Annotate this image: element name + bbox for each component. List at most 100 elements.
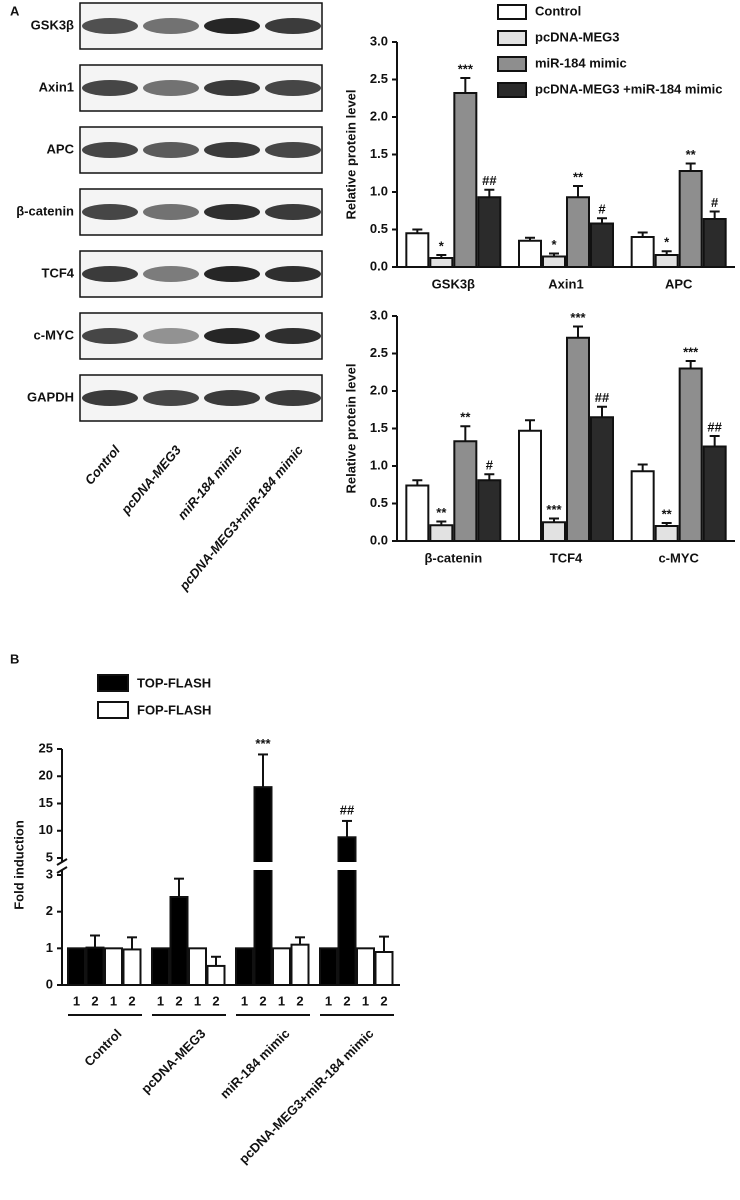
bar: [566, 196, 590, 268]
significance-label: *: [551, 237, 557, 252]
y-tick-label: 1: [46, 940, 53, 955]
bar: [678, 170, 703, 268]
y-tick-label: 3.0: [370, 33, 388, 48]
legend-swatch: [497, 4, 527, 20]
blot-band: [143, 266, 199, 282]
blot-row-label: GSK3β: [31, 17, 74, 32]
bar: [67, 947, 86, 986]
sub-tick-label: 1: [157, 993, 164, 1008]
x-tick-label: c-MYC: [658, 550, 699, 565]
blot-band: [143, 390, 199, 406]
y-tick-label: 2.0: [370, 382, 388, 397]
y-tick-label: 1.0: [370, 183, 388, 198]
y-tick-label: 0: [46, 976, 53, 991]
legend-swatch: [97, 701, 129, 719]
sub-tick-label: 2: [343, 993, 350, 1008]
panel-label: A: [10, 3, 20, 18]
x-tick-label: pcDNA-MEG3: [138, 1026, 208, 1096]
y-tick-label: 2: [46, 903, 53, 918]
blot-band: [265, 390, 321, 406]
bar: [429, 257, 454, 268]
blot-band: [143, 80, 199, 96]
bar: [206, 964, 226, 987]
blot-band: [82, 328, 138, 344]
significance-label: **: [662, 506, 673, 521]
y-tick-label: 2.5: [370, 71, 388, 86]
bar: [356, 947, 375, 986]
legend-swatch: [97, 674, 129, 692]
blot-band: [265, 18, 321, 34]
blot-band: [265, 142, 321, 158]
y-tick-label: 0.5: [370, 221, 388, 236]
significance-label: ***: [255, 736, 271, 751]
significance-label: ***: [683, 344, 699, 359]
significance-label: #: [598, 202, 606, 217]
blot-band: [204, 18, 260, 34]
y-tick-label: 25: [39, 740, 53, 755]
significance-label: ***: [570, 310, 586, 325]
blot-band: [265, 80, 321, 96]
blot-band: [143, 204, 199, 220]
axis-break-gap: [54, 862, 394, 870]
blot-band: [204, 204, 260, 220]
legend-swatch: [497, 30, 527, 46]
blot-row-label: APC: [47, 141, 75, 156]
bar: [630, 236, 655, 268]
legend-swatch: [497, 82, 527, 98]
bar: [477, 479, 502, 542]
y-tick-label: 0.0: [370, 532, 388, 547]
bar: [654, 525, 679, 542]
blot-band: [82, 204, 138, 220]
bar: [405, 232, 430, 268]
x-tick-label: Axin1: [548, 276, 583, 291]
bar: [151, 947, 170, 986]
significance-label: ##: [340, 802, 355, 817]
y-tick-label: 3: [46, 866, 53, 881]
y-tick-label: 2.5: [370, 345, 388, 360]
blot-row-label: TCF4: [42, 265, 75, 280]
y-axis-label: Relative protein level: [343, 363, 358, 493]
bar: [702, 445, 727, 542]
blot-band: [82, 18, 138, 34]
bar: [453, 440, 478, 542]
y-tick-label: 10: [39, 822, 53, 837]
blot-band: [204, 266, 260, 282]
bar: [290, 943, 310, 987]
bar: [319, 947, 338, 986]
x-tick-label: GSK3β: [432, 276, 475, 291]
blot-lane-label: pcDNA-MEG3+miR-184 mimic: [176, 442, 307, 594]
legend-label: Control: [535, 3, 581, 18]
sub-tick-label: 1: [241, 993, 248, 1008]
bar: [188, 947, 207, 986]
panel-label: B: [10, 651, 19, 666]
x-tick-label: APC: [665, 276, 693, 291]
blot-lane-label: Control: [82, 442, 123, 487]
bar: [429, 524, 454, 542]
y-tick-label: 20: [39, 768, 53, 783]
y-tick-label: 1.5: [370, 146, 388, 161]
sub-tick-label: 2: [259, 993, 266, 1008]
blot-band: [143, 142, 199, 158]
blot-band: [265, 204, 321, 220]
bar: [654, 254, 679, 268]
x-tick-label: miR-184 mimic: [217, 1026, 292, 1101]
significance-label: ***: [546, 502, 562, 517]
y-tick-label: 2.0: [370, 108, 388, 123]
legend-label: pcDNA-MEG3 +miR-184 mimic: [535, 81, 722, 96]
x-tick-label: Control: [81, 1026, 124, 1069]
y-axis-label: Fold induction: [11, 820, 26, 910]
bar: [337, 836, 357, 986]
legend-label: miR-184 mimic: [535, 55, 627, 70]
blot-band: [204, 80, 260, 96]
y-axis-label: Relative protein level: [343, 89, 358, 219]
blot-band: [204, 328, 260, 344]
blot-band: [82, 80, 138, 96]
blot-row-label: c-MYC: [34, 327, 75, 342]
blot-band: [82, 142, 138, 158]
legend-label: TOP-FLASH: [137, 675, 211, 690]
bar: [566, 336, 590, 542]
x-tick-label: TCF4: [550, 550, 583, 565]
bar: [518, 429, 542, 542]
sub-tick-label: 1: [194, 993, 201, 1008]
